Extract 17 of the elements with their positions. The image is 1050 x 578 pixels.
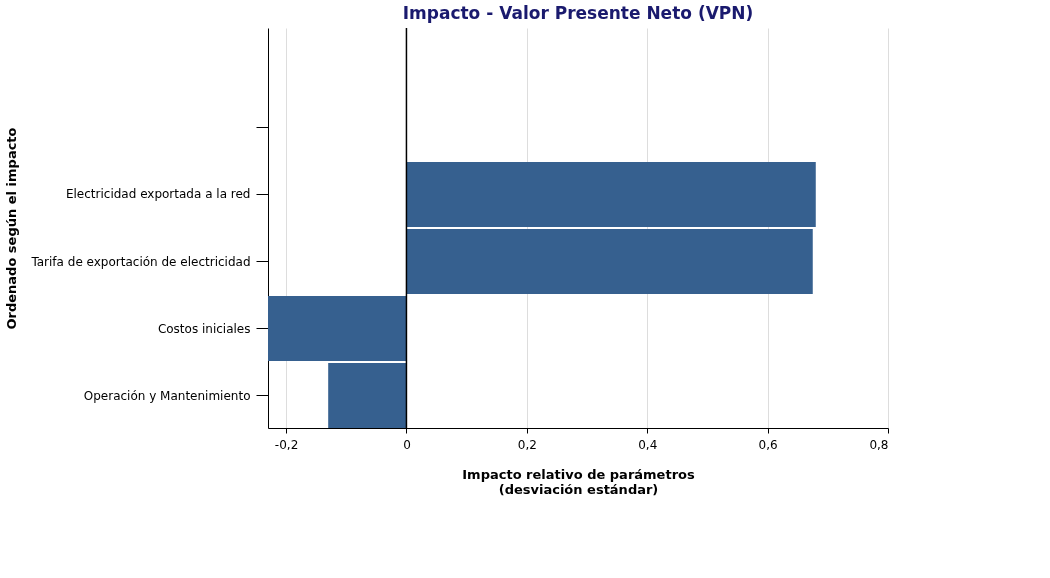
chart-title: Impacto - Valor Presente Neto (VPN) [402, 3, 754, 24]
x-tick-label: 0,8 [869, 437, 889, 452]
x-tick-label: 0,6 [758, 437, 778, 452]
y-tick-label: Tarifa de exportación de electricidad [30, 254, 251, 269]
y-axis-title: Ordenado según el impacto [3, 127, 19, 330]
y-tick-label: Electricidad exportada a la red [65, 187, 251, 202]
bar [268, 296, 407, 361]
bar [328, 363, 407, 428]
x-tick-label: -0,2 [274, 437, 299, 452]
y-tick-label: Operación y Mantenimiento [83, 388, 251, 403]
bar [406, 162, 816, 227]
x-tick-label: 0 [403, 437, 411, 452]
y-tick-label: Costos iniciales [157, 321, 251, 336]
x-axis-title: Impacto relativo de parámetros (desviación estándar) [462, 466, 695, 497]
bar [406, 229, 813, 294]
x-tick-label: 0,4 [638, 437, 658, 452]
x-tick-label: 0,2 [517, 437, 537, 452]
